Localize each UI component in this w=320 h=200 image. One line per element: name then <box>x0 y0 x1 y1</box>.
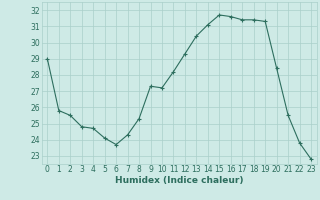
X-axis label: Humidex (Indice chaleur): Humidex (Indice chaleur) <box>115 176 244 185</box>
